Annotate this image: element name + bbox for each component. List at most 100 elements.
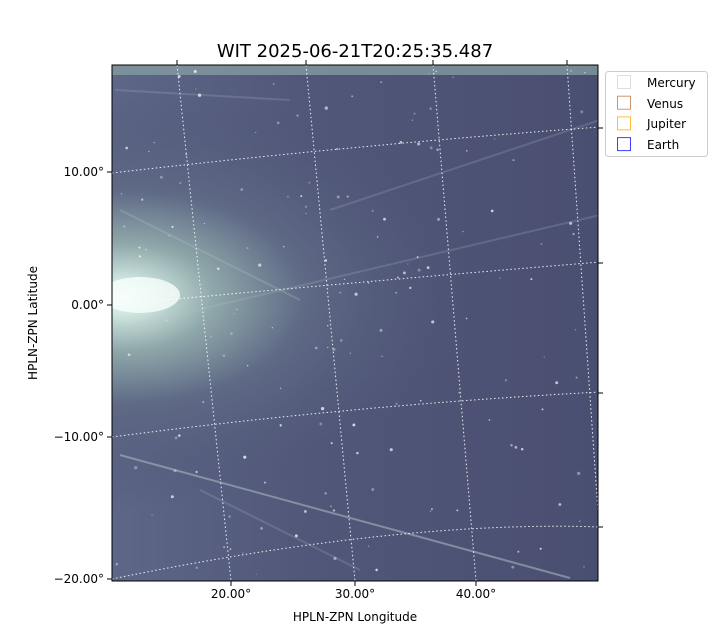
star	[320, 406, 325, 411]
x-tick-label: 20.00°	[211, 587, 251, 601]
star	[429, 107, 432, 110]
light-streak	[112, 214, 598, 331]
star	[229, 548, 232, 550]
star	[303, 510, 307, 513]
light-streak	[114, 89, 291, 101]
star	[409, 286, 412, 290]
star	[431, 320, 435, 324]
star	[127, 353, 131, 357]
star	[202, 401, 205, 403]
star	[555, 381, 559, 385]
x-tick-label: 40.00°	[456, 587, 496, 601]
star	[583, 565, 585, 568]
bright-core	[112, 277, 180, 313]
star	[512, 159, 515, 162]
star	[558, 503, 562, 506]
star	[570, 69, 572, 72]
star	[305, 212, 307, 214]
star	[426, 266, 430, 270]
star	[352, 423, 356, 427]
star	[223, 546, 226, 549]
star	[287, 195, 289, 198]
star	[324, 259, 328, 262]
star	[429, 146, 433, 150]
legend-marker-jupiter	[617, 116, 631, 131]
star	[395, 292, 397, 294]
star	[304, 205, 308, 209]
star	[242, 552, 244, 554]
star	[260, 527, 263, 530]
star	[466, 150, 468, 152]
star	[488, 419, 491, 421]
star	[228, 515, 231, 518]
star	[517, 550, 520, 553]
star	[543, 356, 545, 358]
star	[276, 121, 280, 125]
star	[436, 148, 439, 151]
star	[329, 505, 333, 508]
star	[165, 319, 168, 322]
star	[296, 114, 299, 117]
star	[236, 308, 238, 311]
star	[575, 376, 578, 379]
star	[195, 566, 198, 569]
y-axis-label: HPLN-ZPN Latitude	[26, 266, 40, 380]
star	[578, 520, 581, 523]
star	[308, 181, 311, 184]
grid-lines	[112, 65, 598, 581]
star	[428, 73, 430, 75]
star	[193, 69, 197, 74]
star	[431, 508, 433, 510]
star	[159, 175, 163, 179]
star	[336, 195, 340, 199]
star	[417, 142, 421, 146]
star	[230, 332, 233, 335]
star	[411, 119, 414, 121]
star	[541, 408, 544, 411]
legend-label-earth: Earth	[647, 138, 679, 152]
star	[185, 153, 188, 156]
legend-marker-venus	[617, 95, 631, 110]
star	[574, 329, 577, 331]
star	[539, 547, 542, 550]
y-tick-label: 0.00°	[71, 298, 104, 312]
star	[367, 545, 370, 547]
latitude-grid-line	[112, 391, 598, 438]
star	[356, 451, 359, 455]
star	[170, 495, 174, 499]
star	[520, 448, 524, 451]
star	[381, 355, 383, 358]
star	[351, 95, 354, 98]
star	[125, 146, 129, 150]
star	[456, 509, 459, 512]
star	[324, 492, 327, 495]
image-top-edge	[112, 65, 598, 75]
star	[263, 481, 267, 484]
star	[380, 81, 383, 84]
x-tick-label: 30.00°	[335, 587, 375, 601]
star	[371, 209, 374, 212]
star	[134, 465, 138, 470]
star	[168, 234, 170, 237]
star	[417, 268, 421, 272]
star	[379, 328, 383, 332]
star	[319, 422, 323, 426]
star	[138, 246, 141, 249]
star	[330, 442, 333, 445]
star	[397, 276, 399, 279]
star	[233, 313, 235, 315]
streaks	[112, 89, 598, 579]
star	[577, 471, 581, 475]
star	[399, 141, 403, 144]
star	[376, 236, 379, 238]
star	[151, 514, 153, 516]
star	[148, 150, 150, 153]
image-area	[112, 65, 598, 581]
longitude-grid-line	[566, 65, 598, 519]
star	[511, 565, 515, 569]
star	[294, 534, 298, 538]
y-tick-label: −20.00°	[54, 572, 104, 586]
star	[343, 278, 346, 281]
legend-label-venus: Venus	[647, 97, 683, 111]
